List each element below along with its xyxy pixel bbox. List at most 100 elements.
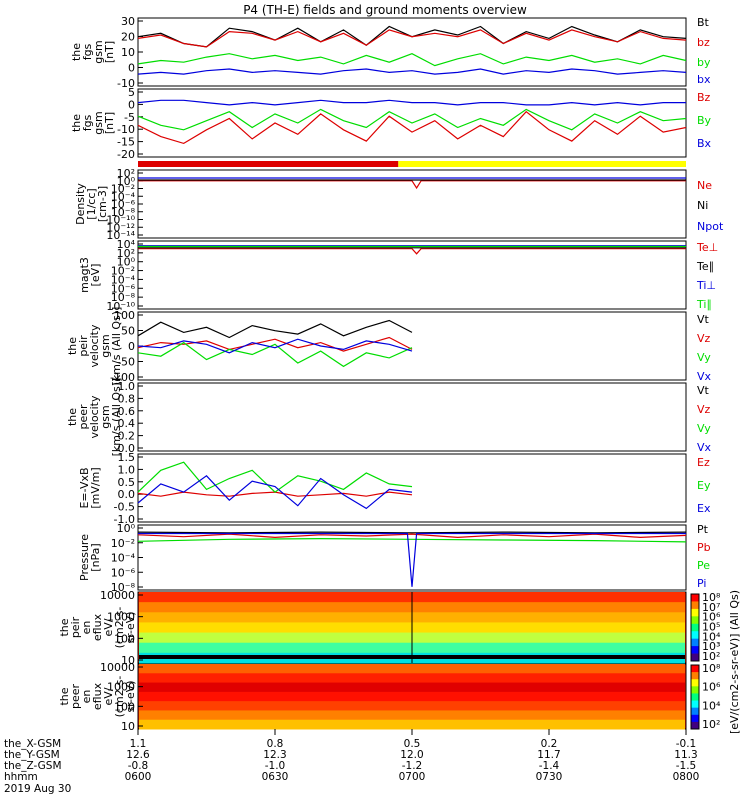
y-tick-label: -1.0 — [114, 513, 135, 526]
y-axis-label: thepeirvelocitygsm[km/s (All Qs)] — [66, 307, 123, 386]
panel-8: 10⁰ 10⁻² 10⁻⁴10⁻⁶ 10⁻⁸ Pressure[nPa] Pt Pb Pe Pi — [78, 522, 711, 594]
y-tick-label: 10⁻⁸ — [111, 581, 136, 594]
y-tick-label: 10⁰ — [117, 522, 136, 535]
panel-6: 1.00.80.60.40.20.0thepeervelocitygsm[km/… — [66, 378, 712, 457]
y-tick-label: 10⁻¹⁰ — [106, 300, 135, 313]
panel-frame — [137, 88, 687, 158]
legend-label: Ti∥ — [696, 298, 712, 311]
y-axis-label-line: en — [80, 621, 93, 635]
y-tick-label: 0 — [128, 340, 135, 353]
y-tick-label: 10⁰ — [117, 256, 136, 269]
y-axis-label-line: [nT] — [103, 112, 116, 134]
legend-label: Ni — [697, 199, 708, 212]
colorbar-tick-label: 10⁷ — [702, 601, 720, 614]
spectrogram-band — [139, 710, 685, 721]
y-tick-label: 10000 — [100, 589, 135, 602]
legend-label: Vx — [697, 441, 712, 454]
y-tick-label: 10⁻⁶ — [111, 282, 136, 295]
colorbar-step — [691, 679, 699, 687]
x-tick-label: -1.2 — [402, 760, 423, 772]
y-tick-label: 10⁻² — [111, 265, 135, 278]
colorbar-step — [691, 714, 699, 723]
y-axis-label: Pressure[nPa] — [78, 534, 102, 581]
x-tick-label: 0630 — [262, 771, 289, 783]
series-line-Pe — [137, 537, 687, 543]
panel-1: 30 20 10 0 -10 thefgsgsm[nT] Bt bz by bx — [70, 15, 711, 90]
y-tick-label: 0 — [128, 62, 135, 75]
y-tick-label: -50 — [117, 356, 135, 369]
y-tick-label: 10⁻² — [111, 537, 135, 550]
y-axis-label-line: eV/ — [102, 618, 115, 636]
y-tick-label: 10² — [117, 167, 135, 180]
legend-label: Vt — [697, 313, 710, 326]
y-tick-label: -20 — [117, 148, 135, 161]
spectrogram-band — [139, 664, 685, 674]
panel-frame — [137, 382, 687, 452]
y-axis-label-line: gsm — [99, 334, 112, 357]
series-line-bx — [137, 68, 687, 75]
y-tick-label: 10⁰ — [117, 175, 136, 188]
y-tick-label: 0.6 — [118, 405, 136, 418]
colorbar-step — [691, 608, 699, 617]
colorbar-step — [691, 693, 699, 701]
y-axis-label-line: magt3 — [78, 257, 91, 293]
legend-label: bz — [697, 36, 710, 49]
y-axis-label-line: the — [70, 114, 83, 132]
y-axis-label-line: [km/s (All Qs)] — [110, 307, 123, 386]
y-tick-label: -10 — [117, 77, 135, 90]
spectrogram-band — [139, 673, 685, 684]
colorbar-step — [691, 601, 699, 610]
colorbar-step — [691, 707, 699, 716]
y-axis-label: thefgsgsm[nT] — [70, 111, 116, 134]
series-line-Vy — [137, 341, 413, 368]
y-tick-label: 100 — [114, 632, 135, 645]
y-tick-label: 10⁻¹² — [106, 221, 135, 234]
y-axis-label-line: eflux — [91, 613, 104, 641]
y-tick-label: -15 — [117, 136, 135, 149]
legend-label: Pt — [697, 523, 709, 536]
y-axis-label-line: sr-eV) — [124, 611, 137, 643]
y-axis-label-line: the — [58, 618, 71, 636]
y-axis-label: thepeervelocitygsm[km/s (All Qs)] — [66, 378, 123, 457]
panel-10: 10000 1000 100 10 thepeerenefluxeV/(cm2-s-sr… — [58, 661, 687, 733]
series-line-Vz — [137, 336, 413, 352]
panel-2: 50-5-10-15-20 thefgsgsm[nT] Bz By Bx — [70, 86, 712, 161]
y-tick-label: 10 — [121, 720, 135, 733]
spectrogram-band — [139, 701, 685, 711]
series-line-By — [137, 108, 687, 131]
y-axis-label-line: Pressure — [78, 534, 91, 581]
colorbar-2: 10⁸ 10⁶ 10⁴ 10² — [690, 662, 721, 731]
y-tick-label: 10⁻¹⁴ — [106, 229, 135, 242]
y-axis-label: magt3[eV] — [78, 257, 102, 293]
series-line-bz — [137, 29, 687, 48]
y-axis-label-line: the — [70, 43, 83, 61]
x-tick-label: -1.5 — [676, 760, 697, 772]
legend-label: Bt — [697, 16, 710, 29]
y-tick-label: 10⁻¹⁰ — [106, 214, 135, 227]
legend-label: Vz — [697, 332, 711, 345]
legend-label: By — [697, 114, 712, 127]
y-tick-label: -10 — [117, 123, 135, 136]
y-axis-label-line: Density — [74, 183, 87, 225]
colorbar-frame — [690, 664, 700, 730]
y-tick-label: 30 — [121, 15, 135, 28]
y-tick-label: 10⁻⁸ — [111, 291, 136, 304]
y-tick-label: 10⁻² — [111, 183, 135, 196]
x-tick-label: 0.5 — [404, 738, 421, 750]
x-row-label: the_Z-GSM — [4, 760, 62, 772]
x-row-label: the_X-GSM — [4, 738, 61, 750]
colorbar-step — [691, 721, 699, 730]
y-axis-label-line: E=-VxB — [78, 467, 91, 508]
x-tick-label: 0.2 — [541, 738, 558, 750]
y-axis-label-line: [mV/m] — [89, 467, 102, 508]
y-axis-label: thepeerenefluxeV/(cm2-s-sr-eV) — [58, 676, 137, 718]
spectrogram-band — [139, 719, 685, 730]
colorbar-tick-label: 10⁶ — [702, 611, 721, 624]
y-tick-label: 0.0 — [118, 488, 136, 501]
y-axis-label-line: [km/s (All Qs)] — [110, 378, 123, 457]
legend-label: Vx — [697, 370, 712, 383]
colorbar-tick-label: 10² — [702, 650, 720, 663]
spectrogram — [139, 592, 685, 664]
